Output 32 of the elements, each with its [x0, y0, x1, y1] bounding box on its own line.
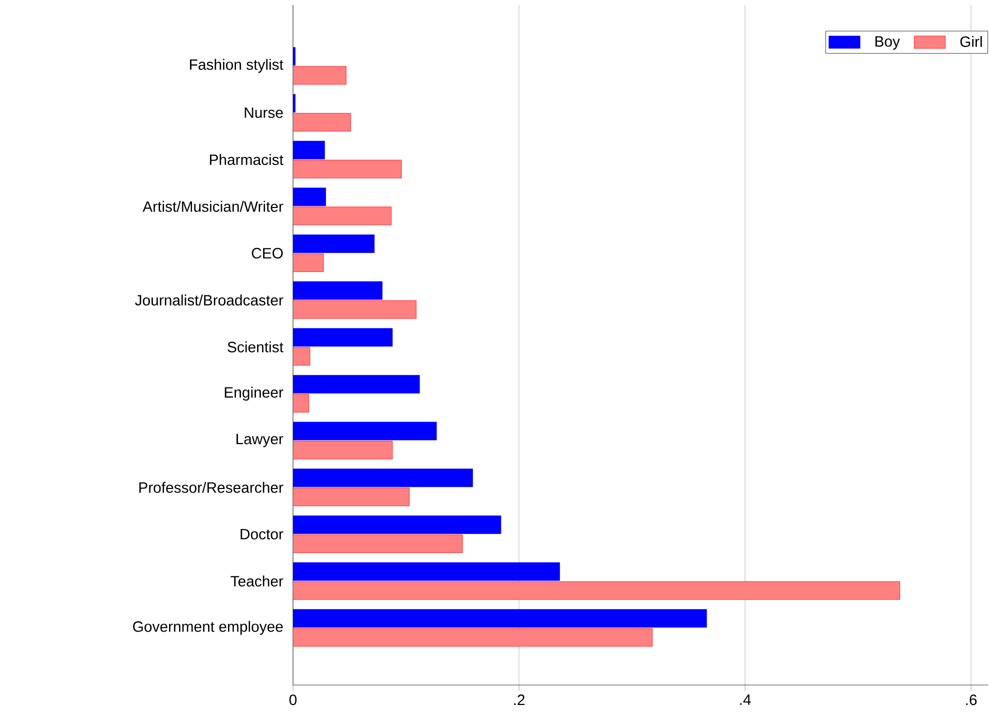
y-tick-label: Lawyer [236, 434, 284, 448]
bar [293, 300, 416, 319]
y-tick-label: Pharmacist [210, 154, 284, 166]
legend-label: Girl [960, 36, 982, 47]
bar [293, 581, 900, 600]
y-tick-label: Journalist/Broadcaster [135, 294, 284, 306]
bar [293, 440, 393, 460]
bar [293, 254, 324, 272]
y-tick-label: Government employee [133, 620, 283, 635]
y-tick-label: Fashion stylist [190, 58, 284, 73]
bar [293, 66, 346, 85]
bar [293, 488, 410, 506]
y-tick-label: Professor/Researcher [139, 482, 284, 493]
y-tick-label: CEO [252, 248, 283, 258]
legend-label: Boy [875, 36, 900, 50]
y-tick-label: Scientist [228, 341, 284, 352]
bar [293, 160, 402, 178]
bar [293, 534, 463, 553]
bar [293, 206, 392, 226]
x-tick-label: .4 [740, 694, 751, 705]
x-tick-label: .2 [514, 694, 525, 705]
bar [293, 347, 310, 366]
bar [293, 113, 351, 132]
bar [293, 394, 310, 412]
bar [293, 628, 653, 647]
y-tick-label: Artist/Musician/Writer [142, 200, 284, 212]
x-tick-label: 0 [289, 694, 297, 706]
x-tick-label: .6 [966, 694, 977, 706]
y-tick-label: Engineer [224, 386, 284, 401]
y-tick-label: Teacher [230, 576, 284, 587]
y-tick-label: Doctor [240, 528, 284, 540]
y-tick-label: Nurse [244, 108, 283, 118]
